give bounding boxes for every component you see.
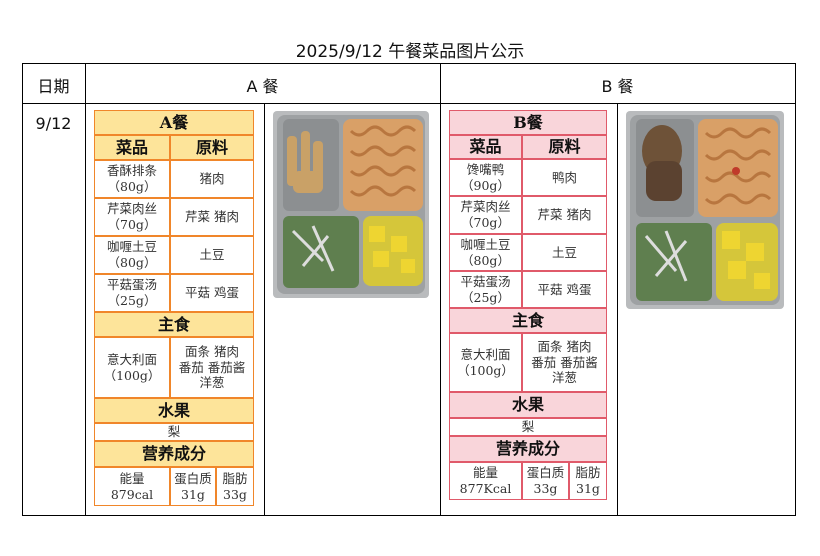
nutrition-value: 31g xyxy=(181,486,205,502)
fruit-title: 水果 xyxy=(94,398,254,423)
nutrition-fat: 脂肪 33g xyxy=(216,467,254,506)
staple-ingredients: 面条 猪肉 番茄 番茄酱 洋葱 xyxy=(170,337,254,398)
header-meal-a: A 餐 xyxy=(246,77,279,96)
nutrition-energy: 能量 879cal xyxy=(94,467,170,506)
nutrition-title: 营养成分 xyxy=(94,441,254,467)
nutrition-protein: 蛋白质 31g xyxy=(170,467,216,506)
dish-ingredients: 土豆 xyxy=(522,234,607,271)
nutrition-value: 877Kcal xyxy=(459,481,512,496)
nutrition-fat: 脂肪 31g xyxy=(569,462,607,500)
column-header-dish: 菜品 xyxy=(94,135,170,160)
nutrition-value: 31g xyxy=(576,481,600,496)
fruit-value: 梨 xyxy=(449,418,607,436)
dish-name: 咖喱土豆 （80g） xyxy=(449,234,522,271)
dish-ingredients: 芹菜 猪肉 xyxy=(522,196,607,234)
dish-name: 平菇蛋汤 （25g） xyxy=(94,274,170,312)
dish-ingredients: 平菇 鸡蛋 xyxy=(170,274,254,312)
fruit-title: 水果 xyxy=(449,392,607,418)
staple-name: 意大利面 （100g） xyxy=(94,337,170,398)
header-meal-b: B 餐 xyxy=(601,77,634,96)
dish-name: 芹菜肉丝 （70g） xyxy=(449,196,522,234)
staple-ingredients: 面条 猪肉 番茄 番茄酱 洋葱 xyxy=(522,333,607,392)
dish-name: 馋嘴鸭 （90g） xyxy=(449,159,522,196)
staple-name: 意大利面 （100g） xyxy=(449,333,522,392)
dish-name: 香酥排条 （80g） xyxy=(94,160,170,198)
staple-title: 主食 xyxy=(94,312,254,337)
column-header-ingredients: 原料 xyxy=(170,135,254,160)
meal-b-photo xyxy=(626,111,784,309)
column-header-ingredients: 原料 xyxy=(522,135,607,159)
nutrition-label: 能量 xyxy=(119,470,145,486)
menu-title: B餐 xyxy=(449,110,607,135)
nutrition-protein: 蛋白质 33g xyxy=(522,462,569,500)
dish-name: 平菇蛋汤 （25g） xyxy=(449,271,522,308)
nutrition-label: 能量 xyxy=(472,465,498,481)
dish-ingredients: 平菇 鸡蛋 xyxy=(522,271,607,308)
nutrition-energy: 能量 877Kcal xyxy=(449,462,522,500)
header-date: 日期 xyxy=(37,77,70,96)
date-cell: 9/12 xyxy=(35,114,72,133)
nutrition-label: 脂肪 xyxy=(575,465,601,481)
nutrition-value: 879cal xyxy=(110,486,154,502)
dish-name: 咖喱土豆 （80g） xyxy=(94,236,170,274)
dish-ingredients: 土豆 xyxy=(170,236,254,274)
page-title: 2025/9/12 午餐菜品图片公示 xyxy=(295,42,525,62)
nutrition-value: 33g xyxy=(223,486,247,502)
nutrition-value: 33g xyxy=(533,481,558,496)
dish-ingredients: 芹菜 猪肉 xyxy=(170,198,254,236)
nutrition-label: 蛋白质 xyxy=(174,470,212,486)
meal-a-photo xyxy=(273,111,429,298)
staple-title: 主食 xyxy=(449,308,607,333)
menu-title: A餐 xyxy=(94,110,254,135)
fruit-value: 梨 xyxy=(94,423,254,441)
dish-ingredients: 鸭肉 xyxy=(522,159,607,196)
dish-ingredients: 猪肉 xyxy=(170,160,254,198)
nutrition-title: 营养成分 xyxy=(449,436,607,462)
nutrition-label: 蛋白质 xyxy=(526,465,565,481)
nutrition-label: 脂肪 xyxy=(222,470,248,486)
column-header-dish: 菜品 xyxy=(449,135,522,159)
dish-name: 芹菜肉丝 （70g） xyxy=(94,198,170,236)
